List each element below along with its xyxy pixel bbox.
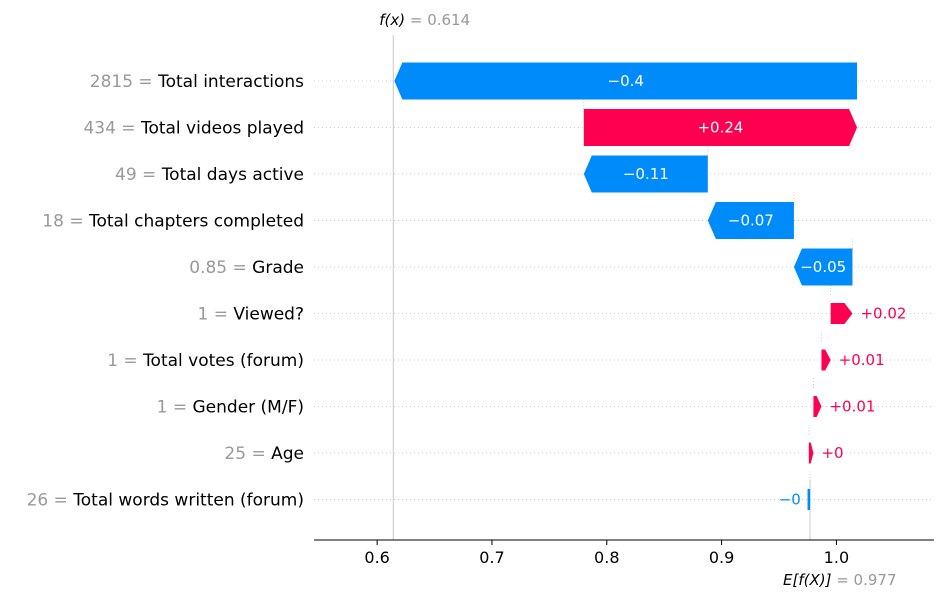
bar-value-label: +0.01 <box>829 398 875 416</box>
feature-value: 1 = <box>107 351 143 371</box>
feature-name: Total days active <box>161 165 304 185</box>
feature-label: 25 = Age <box>224 444 304 464</box>
feature-labels: 2815 = Total interactions 434 = Total vid… <box>27 72 305 511</box>
x-tick-label: 0.8 <box>594 548 619 567</box>
bar-value-label: −0 <box>779 491 801 509</box>
fx-annotation: f(x) = 0.614 <box>379 11 470 29</box>
waterfall-bar <box>583 155 708 193</box>
fx-label: f(x) <box>379 11 410 29</box>
feature-label: 0.85 = Grade <box>189 258 304 278</box>
waterfall-bar <box>821 349 831 371</box>
x-tick-label: 1.0 <box>824 548 849 567</box>
feature-label: 1 = Gender (M/F) <box>157 398 304 418</box>
bar-value-label: +0.02 <box>860 305 906 323</box>
feature-value: 18 = <box>42 212 89 232</box>
base-label: E[f(X)] <box>783 571 836 589</box>
base-annotation: E[f(X)] = 0.977 <box>783 571 897 589</box>
feature-value: 1 = <box>157 398 193 418</box>
feature-name: Total words written (forum) <box>72 491 304 511</box>
base-value: = 0.977 <box>836 571 896 589</box>
bars-layer: −0.4 +0.24 −0.11 −0.07 −0.05 +0.02 +0.01 +0.01 +… <box>394 62 906 510</box>
bar-value-label: −0.4 <box>608 72 644 90</box>
feature-label: 49 = Total days active <box>115 165 304 185</box>
feature-name: Grade <box>252 258 304 278</box>
feature-label: 1 = Total votes (forum) <box>107 351 304 371</box>
waterfall-bar <box>807 489 811 510</box>
feature-name: Total interactions <box>157 72 304 92</box>
feature-name: Viewed? <box>233 305 304 325</box>
feature-label: 26 = Total words written (forum) <box>27 491 304 511</box>
x-tick-label: 0.7 <box>479 548 504 567</box>
feature-value: 0.85 = <box>189 258 252 278</box>
feature-value: 1 = <box>198 305 234 325</box>
bar-value-label: −0.05 <box>800 258 846 276</box>
waterfall-bar <box>583 109 858 146</box>
feature-name: Gender (M/F) <box>193 398 305 418</box>
waterfall-bar <box>808 442 814 464</box>
bar-value-label: +0 <box>821 444 843 462</box>
feature-label: 18 = Total chapters completed <box>42 212 304 232</box>
feature-value: 2815 = <box>90 72 158 92</box>
bar-value-label: +0.24 <box>697 119 743 137</box>
waterfall-bar <box>394 62 858 100</box>
waterfall-bar <box>813 396 822 417</box>
feature-label: 434 = Total videos played <box>83 119 304 139</box>
bar-value-label: +0.01 <box>839 351 885 369</box>
feature-name: Total votes (forum) <box>142 351 304 371</box>
bar-value-label: −0.07 <box>728 212 774 230</box>
fx-value: = 0.614 <box>410 11 470 29</box>
waterfall-bar <box>793 248 853 286</box>
x-axis: 0.6 0.7 0.8 0.9 1.0 <box>314 539 934 567</box>
feature-name: Total videos played <box>140 119 304 139</box>
value-annotations: f(x) = 0.614 E[f(X)] = 0.977 <box>379 11 896 589</box>
feature-label: 2815 = Total interactions <box>90 72 304 92</box>
x-tick-label: 0.6 <box>364 548 389 567</box>
feature-name: Total chapters completed <box>88 212 304 232</box>
bar-value-label: −0.11 <box>623 165 669 183</box>
feature-value: 26 = <box>27 491 74 511</box>
feature-value: 25 = <box>224 444 271 464</box>
feature-name: Age <box>271 444 304 464</box>
feature-value: 434 = <box>83 119 141 139</box>
feature-label: 1 = Viewed? <box>198 305 305 325</box>
feature-value: 49 = <box>115 165 162 185</box>
x-tick-label: 0.9 <box>709 548 734 567</box>
waterfall-bar <box>707 202 794 239</box>
waterfall-bar <box>830 303 853 324</box>
